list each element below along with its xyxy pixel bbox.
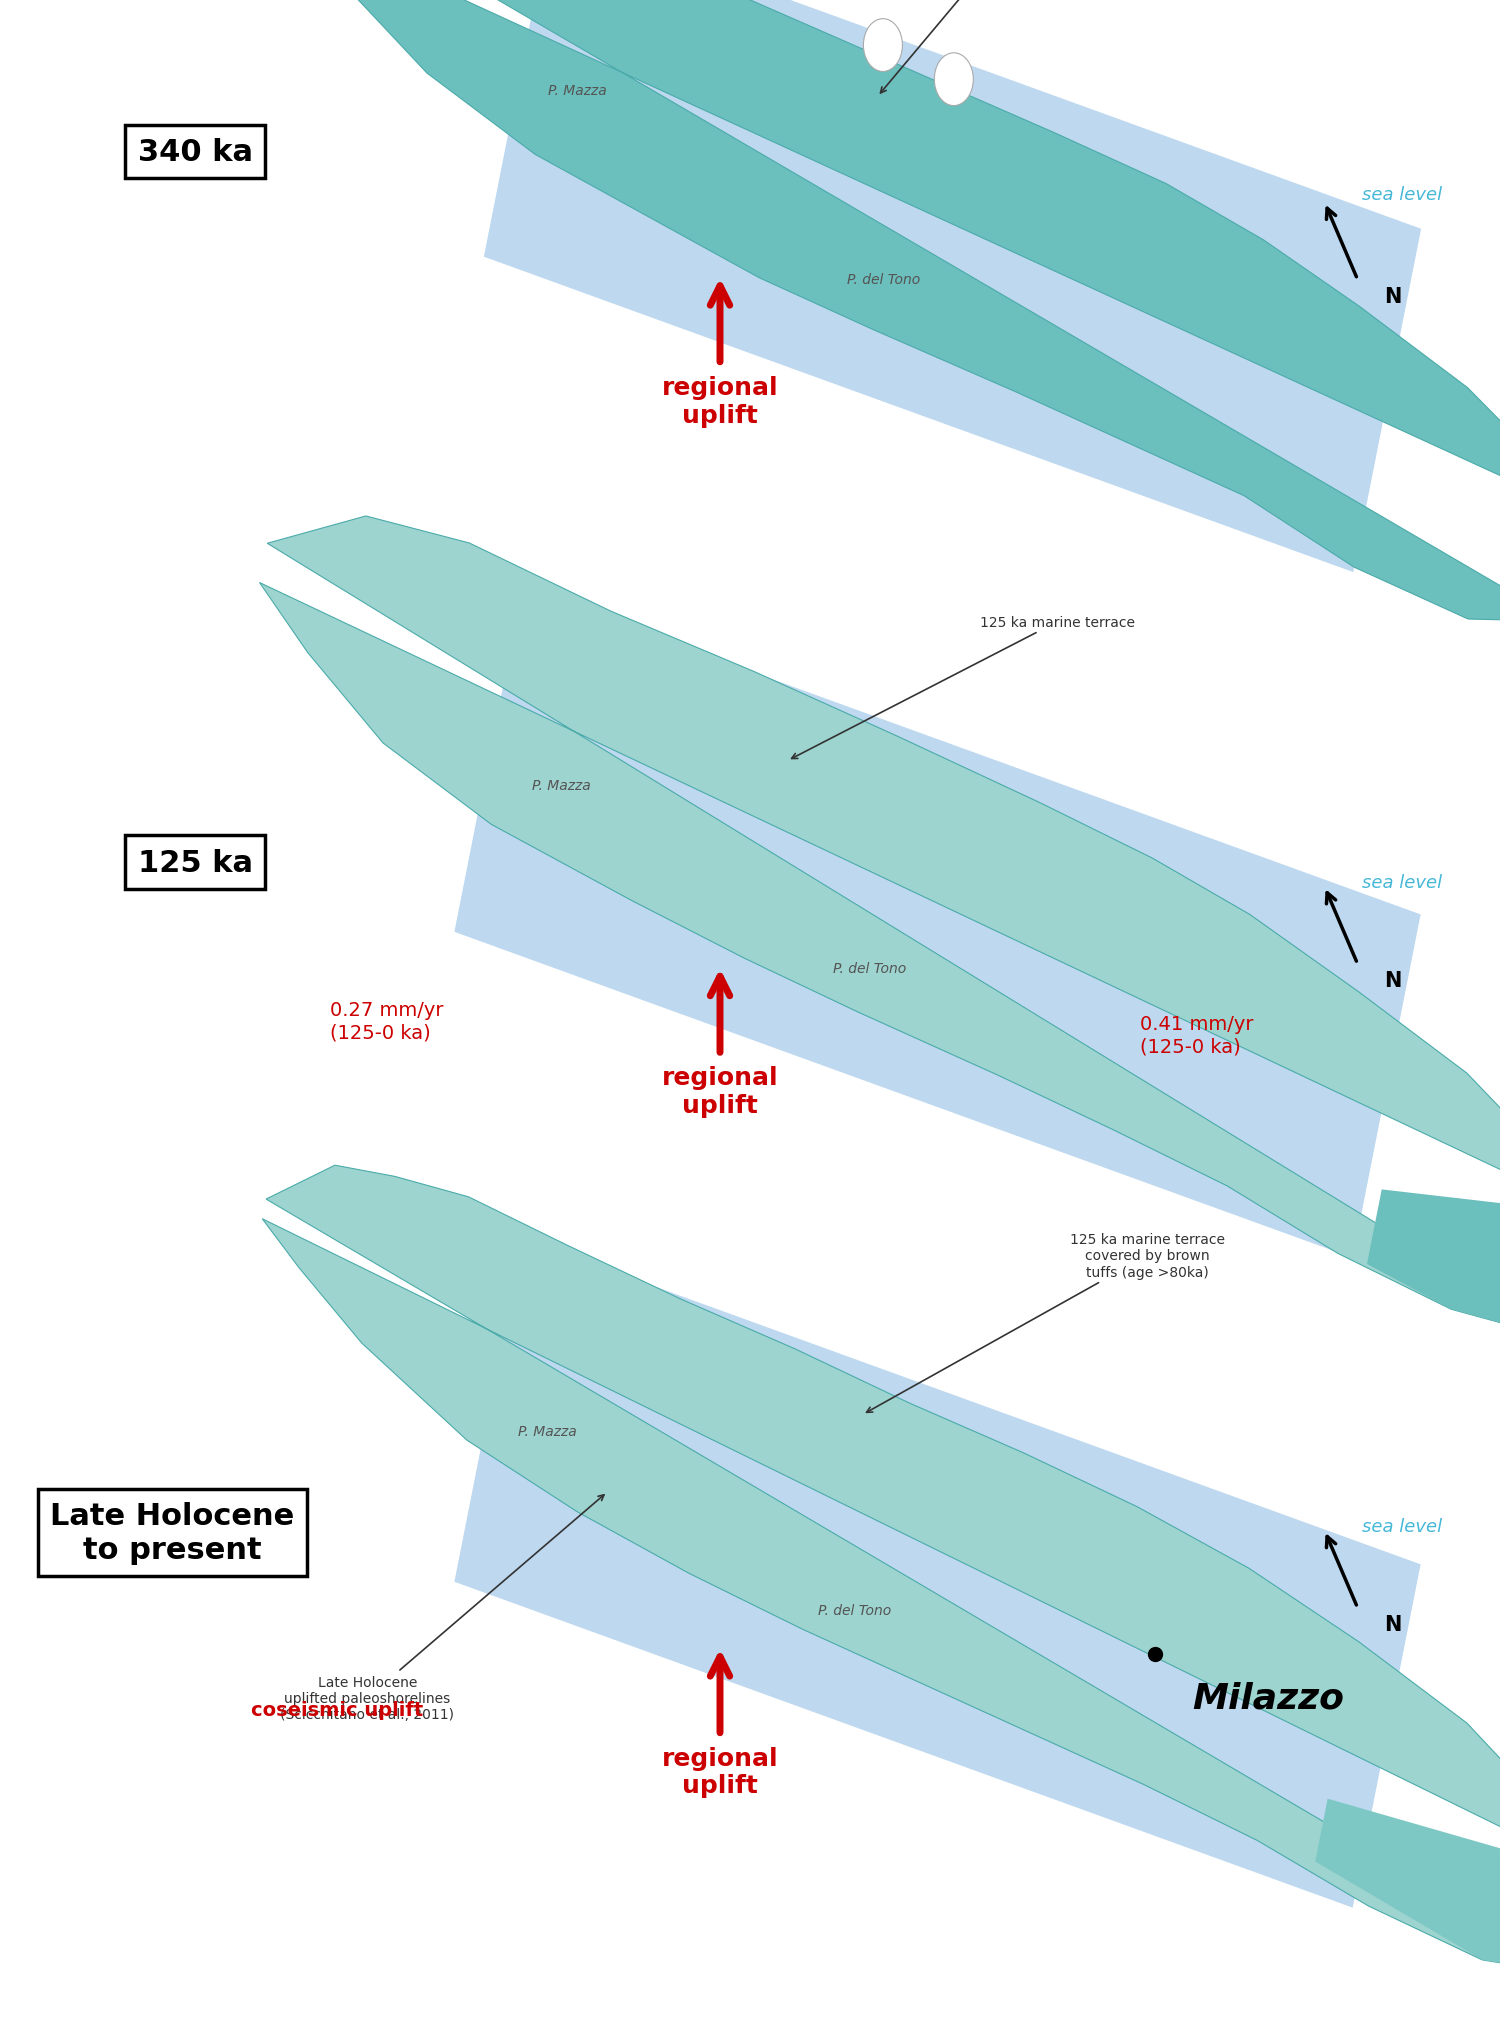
Text: N: N: [1384, 286, 1402, 307]
Text: emerged
islets: emerged islets: [880, 0, 1029, 93]
Polygon shape: [454, 589, 1420, 1259]
Text: 125 ka marine terrace
covered by brown
tuffs (age >80ka): 125 ka marine terrace covered by brown t…: [867, 1232, 1226, 1413]
Text: P. Mazza: P. Mazza: [532, 780, 591, 792]
Text: 340 ka: 340 ka: [138, 138, 252, 166]
Polygon shape: [260, 518, 1500, 1342]
Polygon shape: [484, 0, 1420, 572]
Text: sea level: sea level: [1362, 875, 1443, 891]
Polygon shape: [262, 1165, 1500, 1977]
Text: Late Holocene
uplifted paleoshorelines
(Scicchitano et al., 2011): Late Holocene uplifted paleoshorelines (…: [280, 1494, 604, 1721]
Text: N: N: [1384, 970, 1402, 991]
Text: 125 ka: 125 ka: [138, 849, 252, 877]
Text: regional
uplift: regional uplift: [662, 376, 778, 428]
Circle shape: [864, 20, 903, 73]
Polygon shape: [1316, 1799, 1500, 1977]
Text: regional
uplift: regional uplift: [662, 1746, 778, 1799]
Polygon shape: [454, 1238, 1420, 1908]
Text: sea level: sea level: [1362, 1518, 1443, 1535]
Text: Late Holocene
to present: Late Holocene to present: [51, 1502, 294, 1563]
Text: P. Mazza: P. Mazza: [548, 85, 606, 97]
Text: N: N: [1384, 1614, 1402, 1634]
Text: regional
uplift: regional uplift: [662, 1066, 778, 1119]
Text: 125 ka marine terrace: 125 ka marine terrace: [792, 615, 1136, 759]
Circle shape: [934, 53, 974, 106]
Text: 0.41 mm/yr
(125-0 ka): 0.41 mm/yr (125-0 ka): [1140, 1015, 1254, 1056]
Text: P. del Tono: P. del Tono: [833, 962, 906, 974]
Text: sea level: sea level: [1362, 187, 1443, 203]
Text: coseismic uplift: coseismic uplift: [252, 1699, 423, 1719]
Text: P. del Tono: P. del Tono: [818, 1604, 891, 1616]
Text: 0.27 mm/yr
(125-0 ka): 0.27 mm/yr (125-0 ka): [330, 1001, 444, 1041]
Polygon shape: [273, 0, 1500, 621]
Text: P. Mazza: P. Mazza: [518, 1425, 576, 1437]
Text: Milazzo: Milazzo: [1192, 1681, 1344, 1715]
Text: P. del Tono: P. del Tono: [847, 274, 921, 286]
Polygon shape: [1366, 1190, 1500, 1342]
